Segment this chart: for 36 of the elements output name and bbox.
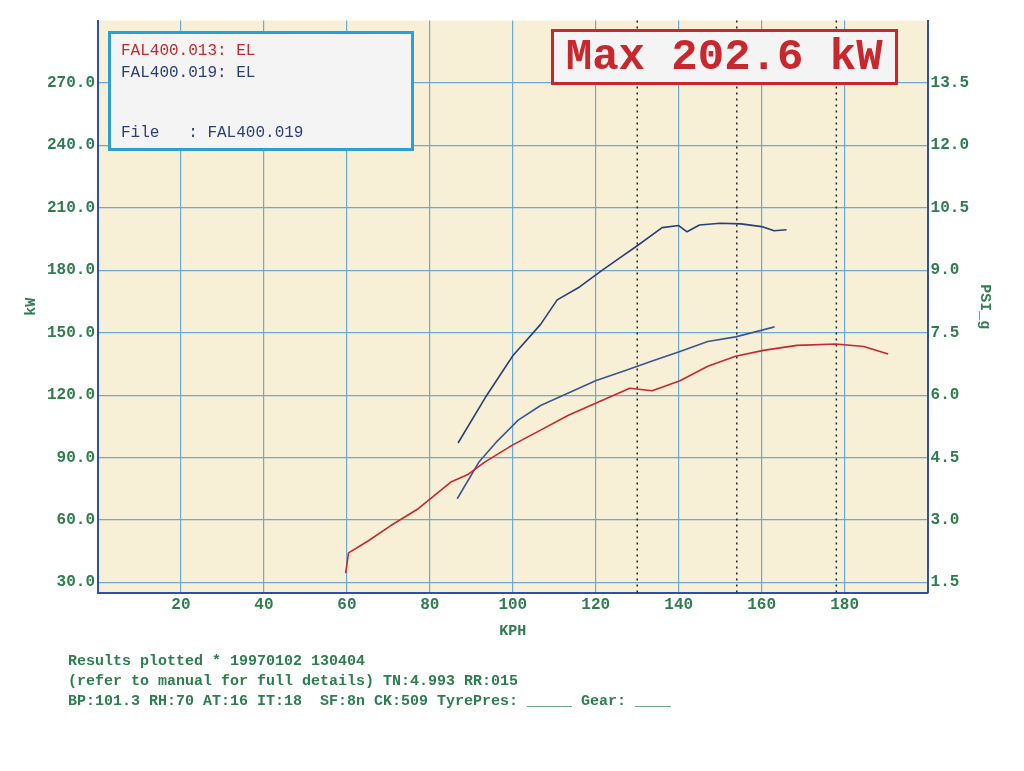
y-tick-label: 240.0 — [46, 136, 96, 155]
legend-panel: FAL400.013: EL FAL400.019: EL File : FAL400.019 — [108, 30, 414, 151]
y2-tick-label: 6.0 — [930, 386, 960, 405]
y2-tick-label: 12.0 — [930, 136, 969, 155]
y-tick-label: 210.0 — [46, 198, 96, 217]
y2-tick-label: 3.0 — [930, 511, 960, 530]
y2-tick-label: 1.5 — [930, 573, 960, 592]
text: BP:101.3 RH:70 AT:16 IT:18 SF:8n CK:509 TyrePres: _____ Gear: ____ — [68, 692, 673, 712]
x-tick-label: 180 — [830, 596, 860, 615]
x-tick-label: 40 — [254, 596, 274, 615]
y2-tick-label: 10.5 — [930, 198, 969, 217]
annotation: File : FAL400.019 — [121, 123, 305, 142]
x-axis-title: KPH — [499, 622, 527, 640]
y2-axis-title: PSI_g — [976, 284, 994, 330]
maximum-label: Max 202.6 kW — [550, 28, 898, 85]
y-axis-title: kW — [22, 297, 40, 316]
x-tick-label: 140 — [664, 596, 694, 615]
x-tick-label: 120 — [581, 596, 611, 615]
y-tick-label: 90.0 — [56, 448, 96, 467]
y2-tick-label: 7.5 — [930, 323, 960, 342]
y-tick-label: 60.0 — [56, 511, 96, 530]
y2-tick-label: 9.0 — [930, 261, 960, 280]
text: (refer to manual for full details) TN:4.993 RR:015 — [68, 672, 520, 692]
y2-tick-label: 13.5 — [930, 74, 969, 93]
y2-tick-label: 4.5 — [930, 448, 960, 467]
y-tick-label: 150.0 — [46, 323, 96, 342]
x-tick-label: 160 — [747, 596, 777, 615]
x-tick-label: 60 — [337, 596, 357, 615]
y-tick-label: 180.0 — [46, 261, 96, 280]
x-tick-label: 80 — [420, 596, 440, 615]
x-tick-label: 20 — [171, 596, 191, 615]
text: Results plotted * 19970102 130404 — [68, 652, 367, 672]
x-tick-label: 100 — [498, 596, 528, 615]
y-tick-label: 30.0 — [56, 573, 96, 592]
y-tick-label: 120.0 — [46, 386, 96, 405]
y-tick-label: 270.0 — [46, 74, 96, 93]
